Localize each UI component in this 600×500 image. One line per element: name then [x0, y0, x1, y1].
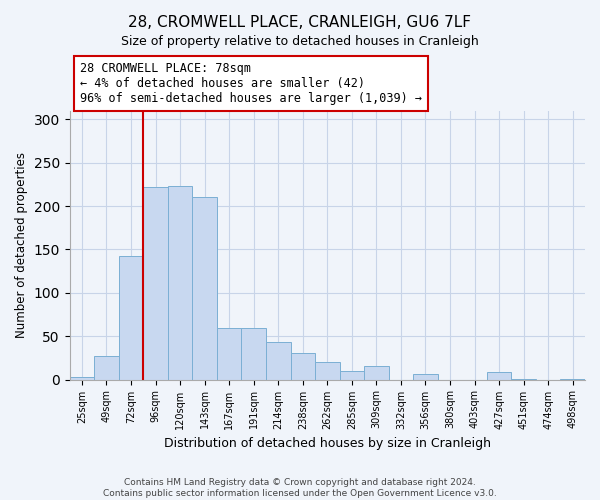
Bar — [364, 366, 389, 380]
X-axis label: Distribution of detached houses by size in Cranleigh: Distribution of detached houses by size … — [164, 437, 491, 450]
Bar — [168, 186, 193, 380]
Bar — [487, 372, 511, 380]
Bar — [70, 377, 94, 380]
Bar — [413, 374, 438, 380]
Text: Size of property relative to detached houses in Cranleigh: Size of property relative to detached ho… — [121, 35, 479, 48]
Text: 28, CROMWELL PLACE, CRANLEIGH, GU6 7LF: 28, CROMWELL PLACE, CRANLEIGH, GU6 7LF — [128, 15, 472, 30]
Y-axis label: Number of detached properties: Number of detached properties — [15, 152, 28, 338]
Bar — [511, 378, 536, 380]
Text: Contains HM Land Registry data © Crown copyright and database right 2024.
Contai: Contains HM Land Registry data © Crown c… — [103, 478, 497, 498]
Bar — [94, 356, 119, 380]
Bar — [266, 342, 290, 380]
Bar — [193, 198, 217, 380]
Text: 28 CROMWELL PLACE: 78sqm
← 4% of detached houses are smaller (42)
96% of semi-de: 28 CROMWELL PLACE: 78sqm ← 4% of detache… — [80, 62, 422, 106]
Bar — [217, 328, 241, 380]
Bar — [315, 362, 340, 380]
Bar — [241, 328, 266, 380]
Bar — [290, 352, 315, 380]
Bar — [560, 378, 585, 380]
Bar — [143, 187, 168, 380]
Bar — [119, 256, 143, 380]
Bar — [340, 371, 364, 380]
